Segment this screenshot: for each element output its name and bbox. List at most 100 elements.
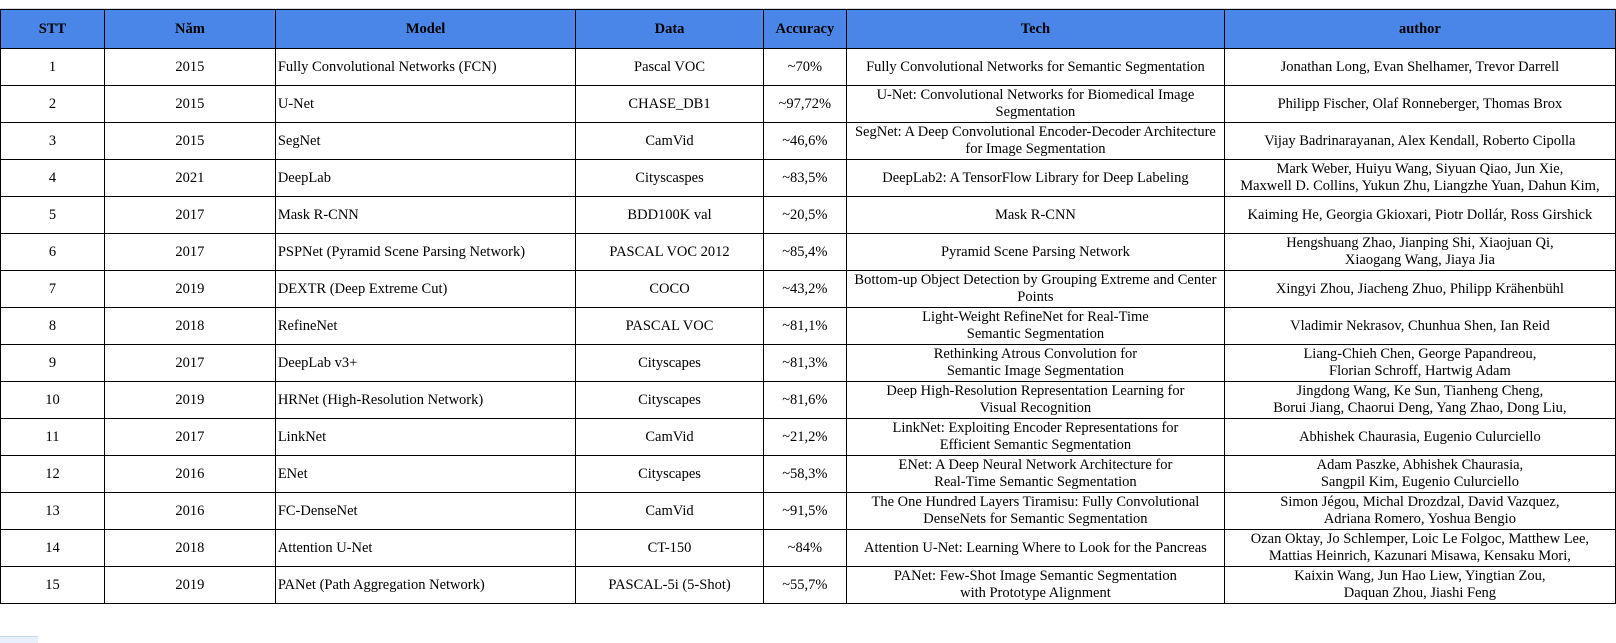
header-data[interactable]: Data <box>575 9 764 49</box>
cell-year[interactable]: 2019 <box>103 566 276 604</box>
cell-stt[interactable]: 3 <box>0 122 105 160</box>
cell-accuracy[interactable]: ~55,7% <box>762 566 848 604</box>
cell-author[interactable]: Vijay Badrinarayanan, Alex Kendall, Robe… <box>1223 122 1616 160</box>
cell-accuracy[interactable]: ~70% <box>762 48 848 86</box>
cell-year[interactable]: 2017 <box>103 196 276 234</box>
cell-stt[interactable]: 14 <box>0 529 105 567</box>
cell-model[interactable]: Mask R-CNN <box>274 196 577 234</box>
cell-author[interactable]: Kaixin Wang, Jun Hao Liew, Yingtian Zou,… <box>1223 566 1616 604</box>
cell-author[interactable]: Hengshuang Zhao, Jianping Shi, Xiaojuan … <box>1223 233 1616 271</box>
cell-stt[interactable]: 6 <box>0 233 105 271</box>
cell-stt[interactable]: 5 <box>0 196 105 234</box>
cell-accuracy[interactable]: ~21,2% <box>762 418 848 456</box>
cell-stt[interactable]: 2 <box>0 85 105 123</box>
cell-model[interactable]: Fully Convolutional Networks (FCN) <box>274 48 577 86</box>
cell-data[interactable]: CamVid <box>575 122 764 160</box>
cell-accuracy[interactable]: ~81,1% <box>762 307 848 345</box>
header-author[interactable]: author <box>1223 9 1616 49</box>
cell-accuracy[interactable]: ~83,5% <box>762 159 848 197</box>
cell-stt[interactable]: 11 <box>0 418 105 456</box>
cell-tech[interactable]: Pyramid Scene Parsing Network <box>846 233 1225 271</box>
cell-year[interactable]: 2019 <box>103 270 276 308</box>
cell-author[interactable]: Liang-Chieh Chen, George Papandreou, Flor… <box>1223 344 1616 382</box>
cell-tech[interactable]: DeepLab2: A TensorFlow Library for Deep … <box>846 159 1225 197</box>
cell-accuracy[interactable]: ~46,6% <box>762 122 848 160</box>
cell-model[interactable]: SegNet <box>274 122 577 160</box>
cell-author[interactable]: Abhishek Chaurasia, Eugenio Culurciello <box>1223 418 1616 456</box>
cell-author[interactable]: Xingyi Zhou, Jiacheng Zhuo, Philipp Kräh… <box>1223 270 1616 308</box>
cell-author[interactable]: Ozan Oktay, Jo Schlemper, Loic Le Folgoc… <box>1223 529 1616 567</box>
cell-stt[interactable]: 15 <box>0 566 105 604</box>
cell-stt[interactable]: 7 <box>0 270 105 308</box>
cell-tech[interactable]: Rethinking Atrous Convolution for Semanti… <box>846 344 1225 382</box>
cell-year[interactable]: 2016 <box>103 455 276 493</box>
cell-tech[interactable]: ENet: A Deep Neural Network Architecture… <box>846 455 1225 493</box>
cell-data[interactable]: COCO <box>575 270 764 308</box>
cell-model[interactable]: PSPNet (Pyramid Scene Parsing Network) <box>274 233 577 271</box>
cell-stt[interactable]: 8 <box>0 307 105 345</box>
cell-year[interactable]: 2015 <box>103 85 276 123</box>
cell-accuracy[interactable]: ~85,4% <box>762 233 848 271</box>
cell-model[interactable]: PANet (Path Aggregation Network) <box>274 566 577 604</box>
cell-stt[interactable]: 1 <box>0 48 105 86</box>
cell-model[interactable]: HRNet (High-Resolution Network) <box>274 381 577 419</box>
cell-stt[interactable]: 4 <box>0 159 105 197</box>
cell-data[interactable]: Pascal VOC <box>575 48 764 86</box>
cell-year[interactable]: 2015 <box>103 48 276 86</box>
cell-data[interactable]: CamVid <box>575 418 764 456</box>
cell-year[interactable]: 2017 <box>103 344 276 382</box>
cell-author[interactable]: Jingdong Wang, Ke Sun, Tianheng Cheng, Bo… <box>1223 381 1616 419</box>
cell-data[interactable]: CamVid <box>575 492 764 530</box>
cell-accuracy[interactable]: ~81,3% <box>762 344 848 382</box>
cell-accuracy[interactable]: ~20,5% <box>762 196 848 234</box>
cell-author[interactable]: Philipp Fischer, Olaf Ronneberger, Thoma… <box>1223 85 1616 123</box>
cell-accuracy[interactable]: ~81,6% <box>762 381 848 419</box>
cell-data[interactable]: Cityscapes <box>575 455 764 493</box>
cell-stt[interactable]: 13 <box>0 492 105 530</box>
cell-stt[interactable]: 9 <box>0 344 105 382</box>
cell-data[interactable]: Cityscapes <box>575 344 764 382</box>
cell-tech[interactable]: Light-Weight RefineNet for Real-Time Sema… <box>846 307 1225 345</box>
cell-tech[interactable]: Fully Convolutional Networks for Semanti… <box>846 48 1225 86</box>
cell-data[interactable]: BDD100K val <box>575 196 764 234</box>
cell-model[interactable]: Attention U-Net <box>274 529 577 567</box>
cell-accuracy[interactable]: ~58,3% <box>762 455 848 493</box>
cell-model[interactable]: RefineNet <box>274 307 577 345</box>
cell-model[interactable]: ENet <box>274 455 577 493</box>
header-accuracy[interactable]: Accuracy <box>762 9 848 49</box>
cell-data[interactable]: PASCAL-5i (5-Shot) <box>575 566 764 604</box>
cell-tech[interactable]: SegNet: A Deep Convolutional Encoder-Dec… <box>846 122 1225 160</box>
cell-year[interactable]: 2021 <box>103 159 276 197</box>
cell-tech[interactable]: Attention U-Net: Learning Where to Look … <box>846 529 1225 567</box>
cell-year[interactable]: 2019 <box>103 381 276 419</box>
cell-year[interactable]: 2018 <box>103 307 276 345</box>
cell-model[interactable]: U-Net <box>274 85 577 123</box>
cell-stt[interactable]: 10 <box>0 381 105 419</box>
cell-author[interactable]: Simon Jégou, Michal Drozdzal, David Vazq… <box>1223 492 1616 530</box>
cell-accuracy[interactable]: ~84% <box>762 529 848 567</box>
cell-model[interactable]: DEXTR (Deep Extreme Cut) <box>274 270 577 308</box>
cell-year[interactable]: 2017 <box>103 418 276 456</box>
cell-year[interactable]: 2018 <box>103 529 276 567</box>
cell-author[interactable]: Kaiming He, Georgia Gkioxari, Piotr Doll… <box>1223 196 1616 234</box>
cell-model[interactable]: FC-DenseNet <box>274 492 577 530</box>
cell-stt[interactable]: 12 <box>0 455 105 493</box>
cell-accuracy[interactable]: ~43,2% <box>762 270 848 308</box>
cell-accuracy[interactable]: ~91,5% <box>762 492 848 530</box>
cell-author[interactable]: Mark Weber, Huiyu Wang, Siyuan Qiao, Jun… <box>1223 159 1616 197</box>
cell-data[interactable]: PASCAL VOC 2012 <box>575 233 764 271</box>
cell-data[interactable]: Cityscaspes <box>575 159 764 197</box>
header-stt[interactable]: STT <box>0 9 105 49</box>
cell-model[interactable]: DeepLab <box>274 159 577 197</box>
cell-data[interactable]: CHASE_DB1 <box>575 85 764 123</box>
cell-model[interactable]: DeepLab v3+ <box>274 344 577 382</box>
cell-data[interactable]: PASCAL VOC <box>575 307 764 345</box>
cell-author[interactable]: Jonathan Long, Evan Shelhamer, Trevor Da… <box>1223 48 1616 86</box>
cell-tech[interactable]: Deep High-Resolution Representation Lear… <box>846 381 1225 419</box>
header-model[interactable]: Model <box>274 9 577 49</box>
cell-year[interactable]: 2017 <box>103 233 276 271</box>
cell-year[interactable]: 2016 <box>103 492 276 530</box>
selected-cell-marker[interactable] <box>0 636 38 643</box>
header-tech[interactable]: Tech <box>846 9 1225 49</box>
cell-data[interactable]: CT-150 <box>575 529 764 567</box>
